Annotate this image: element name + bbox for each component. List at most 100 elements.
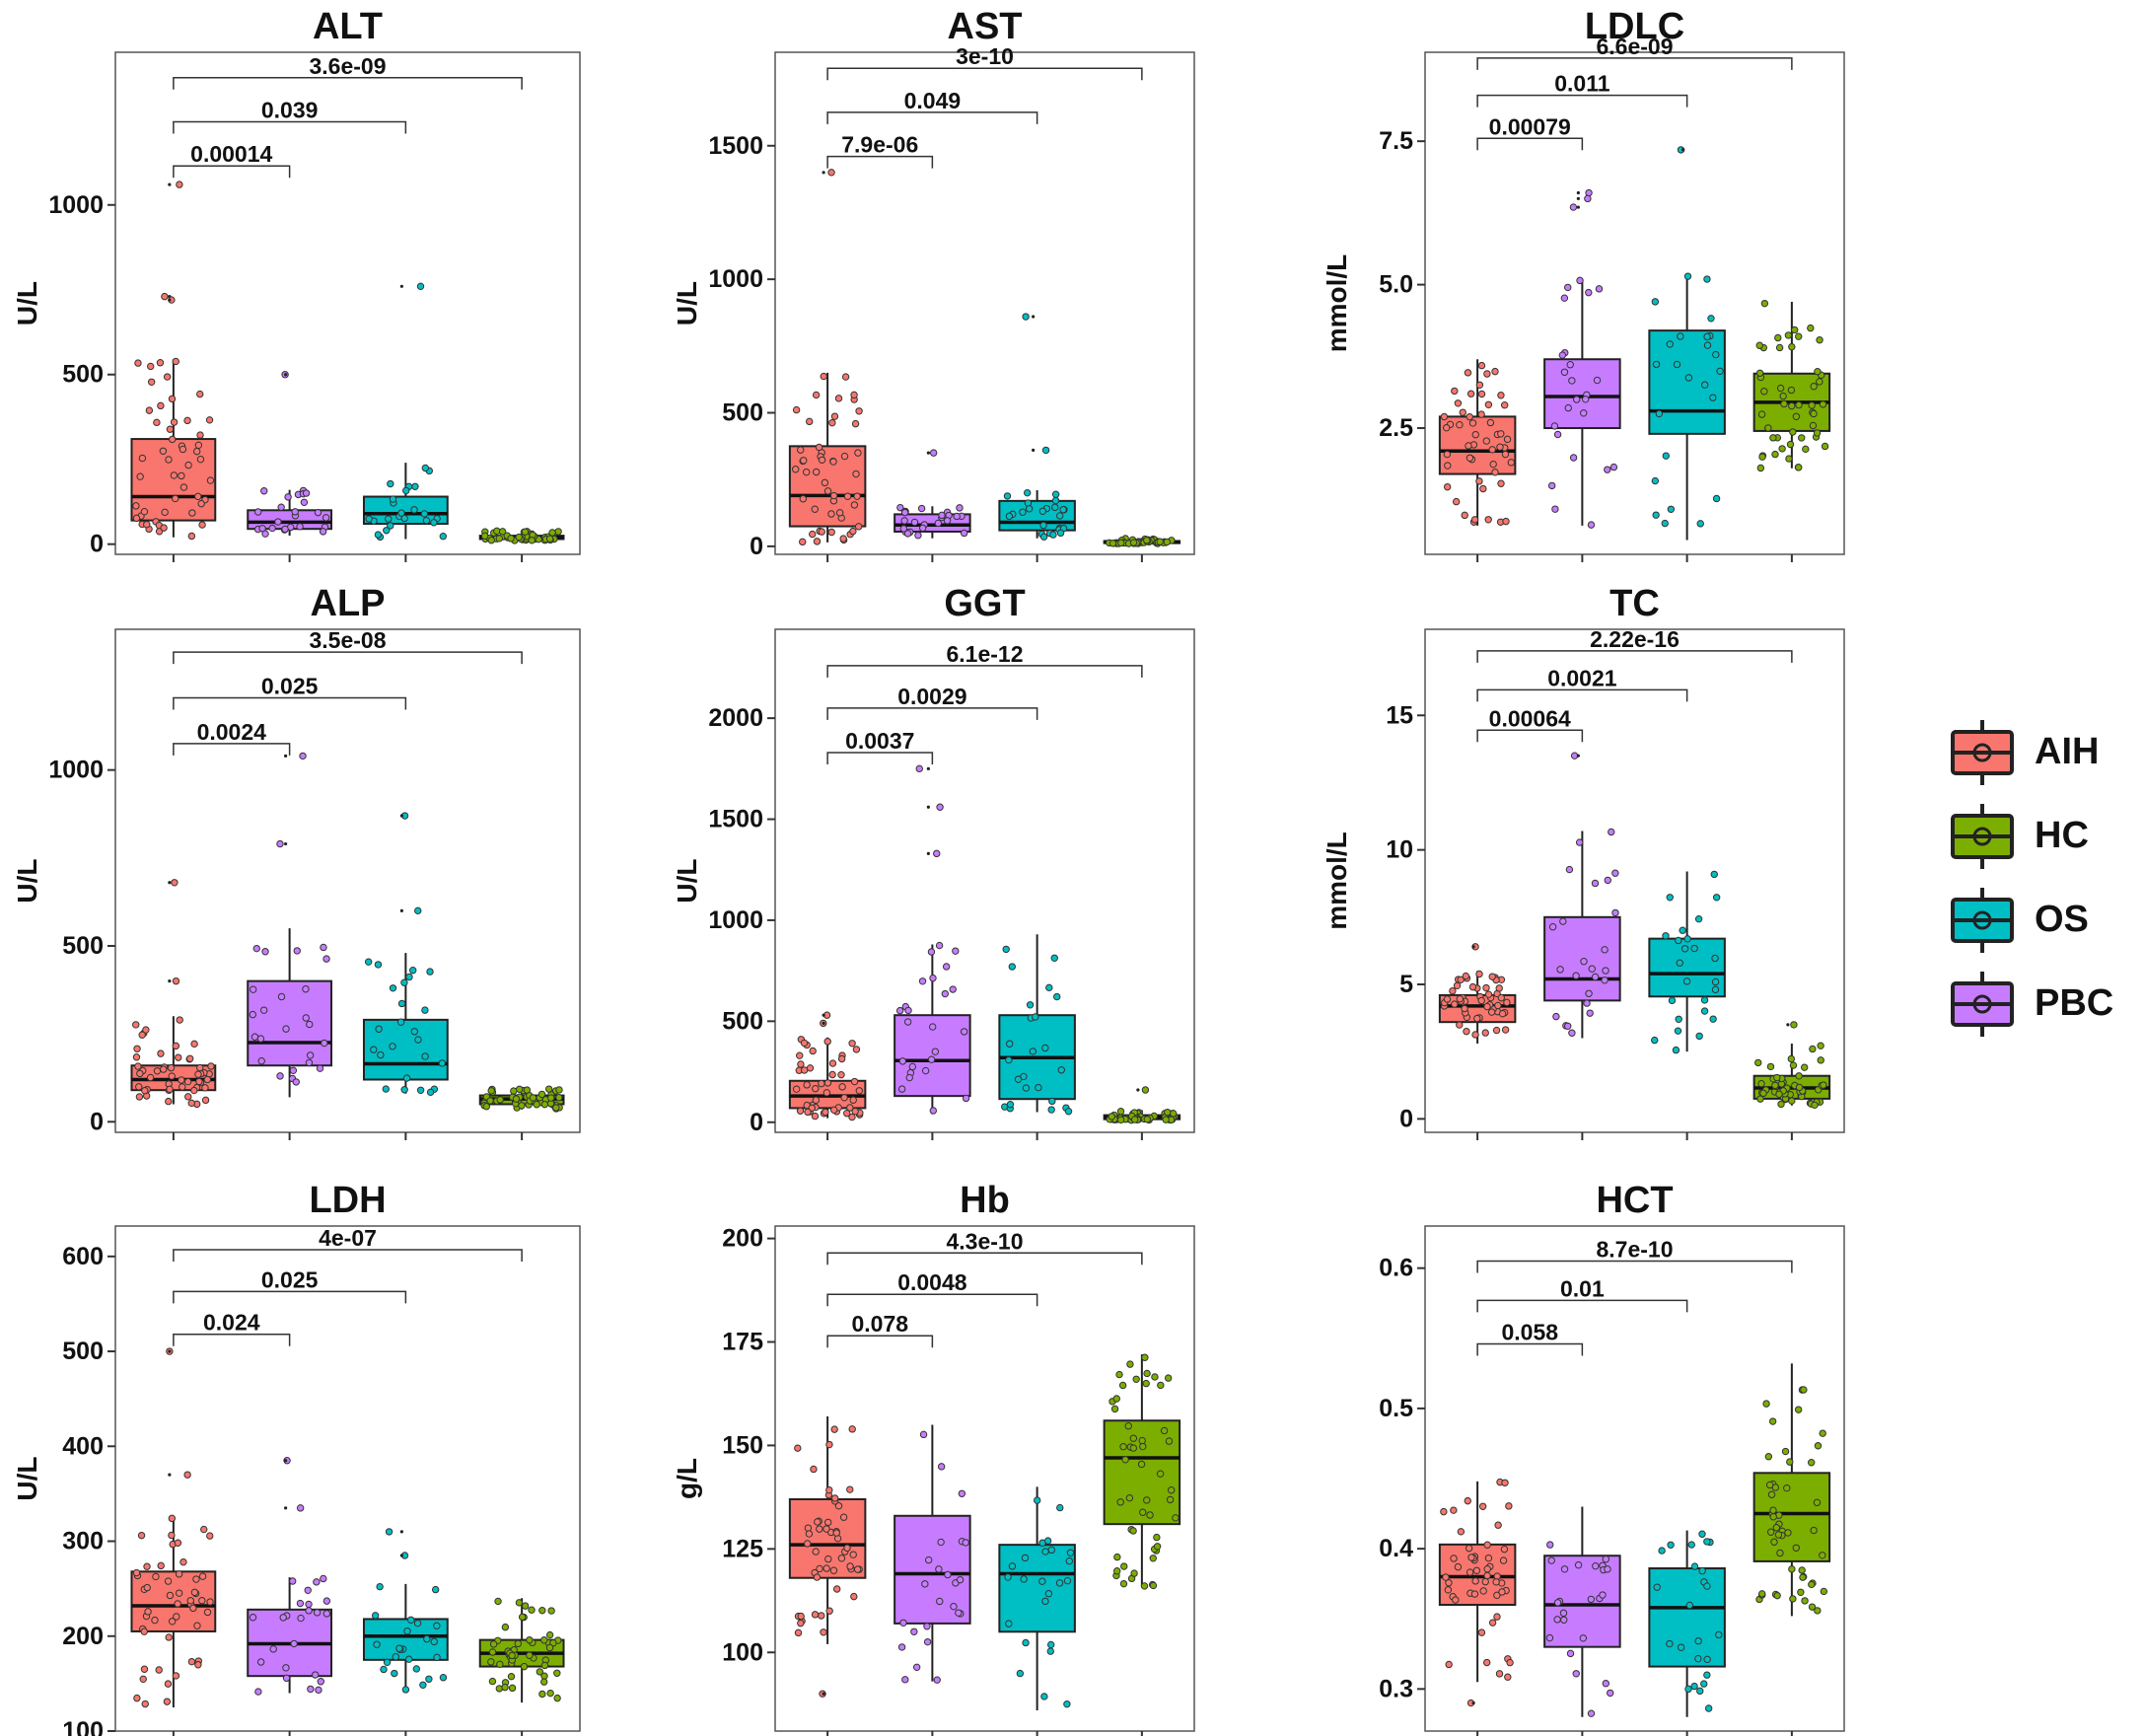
- data-point-hc: [1163, 538, 1171, 546]
- data-point-pbc: [302, 985, 310, 993]
- data-point-aih: [797, 1612, 805, 1621]
- y-tick-label: 7.5: [1379, 127, 1413, 155]
- comparison-bracket: [173, 1249, 523, 1263]
- data-point-os: [389, 984, 397, 992]
- data-point-aih: [174, 1600, 181, 1608]
- data-point-hc: [528, 537, 536, 544]
- data-point-hc: [1758, 453, 1766, 461]
- data-point-hc: [1117, 539, 1125, 547]
- data-point-os: [1675, 1015, 1682, 1024]
- panel-title-tc: TC: [1609, 583, 1660, 624]
- data-point-aih: [1440, 1507, 1448, 1516]
- data-point-hc: [526, 1635, 534, 1644]
- data-point-os: [421, 1052, 429, 1060]
- comparison-p-value: 0.00064: [1489, 705, 1571, 731]
- data-point-aih: [1462, 972, 1470, 980]
- data-point-os: [410, 506, 418, 514]
- data-point-aih: [1475, 970, 1483, 978]
- data-point-hc: [1757, 1080, 1765, 1088]
- data-point-pbc: [903, 1018, 912, 1026]
- data-point-hc: [1113, 1567, 1121, 1575]
- data-point-hc: [489, 1640, 498, 1648]
- data-point-pbc: [260, 487, 268, 495]
- y-tick-label: 500: [722, 1007, 763, 1035]
- data-point-hc: [1789, 428, 1797, 436]
- data-point-hc: [501, 1683, 509, 1692]
- data-point-pbc: [960, 529, 968, 538]
- data-point-aih: [813, 468, 821, 476]
- data-point-pbc: [1601, 976, 1609, 984]
- outlier-mark-os: [399, 284, 403, 288]
- data-point-aih: [197, 499, 205, 508]
- data-point-os: [1655, 409, 1664, 418]
- data-point-aih: [165, 1633, 173, 1641]
- comparison-p-value: 0.058: [1501, 1319, 1558, 1344]
- data-point-aih: [843, 1110, 851, 1118]
- data-point-os: [419, 1681, 427, 1689]
- data-point-hc: [1786, 1458, 1794, 1466]
- comparison-bracket: [826, 752, 934, 764]
- data-point-aih: [797, 1060, 805, 1068]
- data-point-hc: [1767, 1490, 1776, 1498]
- data-point-pbc: [1592, 1562, 1600, 1570]
- data-point-os: [1049, 531, 1057, 539]
- comparison-p-value: 8.7e-10: [1596, 1237, 1673, 1263]
- data-point-aih: [1503, 998, 1511, 1007]
- data-point-os: [1041, 1597, 1049, 1606]
- data-point-hc: [1121, 1456, 1129, 1464]
- data-point-hc: [1115, 1370, 1123, 1379]
- data-point-aih: [138, 454, 147, 463]
- data-point-aih: [186, 1597, 194, 1605]
- y-tick-label: 0: [1399, 1105, 1413, 1132]
- data-point-hc: [1129, 1527, 1137, 1535]
- outlier-point-os: [1041, 446, 1050, 455]
- data-point-hc: [1820, 1081, 1827, 1089]
- data-point-os: [383, 527, 391, 535]
- data-point-pbc: [897, 1643, 906, 1651]
- data-point-aih: [166, 1085, 174, 1094]
- data-point-os: [404, 1655, 413, 1663]
- y-tick-label: 100: [62, 1717, 104, 1736]
- outlier-point-pbc: [1569, 203, 1578, 211]
- data-point-pbc: [1601, 946, 1609, 954]
- data-point-os: [1700, 996, 1709, 1004]
- data-point-pbc: [917, 504, 926, 513]
- data-point-pbc: [282, 1674, 291, 1682]
- data-point-pbc: [256, 1035, 265, 1043]
- data-point-os: [1677, 332, 1684, 340]
- data-point-aih: [187, 1099, 195, 1108]
- data-point-aih: [143, 1562, 151, 1570]
- data-point-hc: [1814, 1442, 1823, 1450]
- data-point-os: [397, 509, 405, 517]
- data-point-os: [1694, 1654, 1702, 1663]
- data-point-hc: [1811, 1101, 1819, 1110]
- data-point-os: [1666, 340, 1674, 348]
- data-point-aih: [140, 1665, 149, 1673]
- data-point-os: [1016, 1669, 1025, 1678]
- data-point-pbc: [313, 1578, 321, 1586]
- data-point-hc: [552, 1104, 560, 1112]
- data-point-aih: [1449, 986, 1457, 995]
- panel-title-ggt: GGT: [944, 583, 1025, 624]
- data-point-hc: [1788, 401, 1796, 410]
- data-point-aih: [792, 405, 801, 414]
- data-point-aih: [166, 1591, 175, 1600]
- data-point-aih: [796, 1107, 805, 1115]
- data-point-pbc: [962, 1094, 970, 1103]
- data-point-os: [410, 1028, 418, 1036]
- outlier-mark-pbc: [1576, 754, 1580, 758]
- data-point-pbc: [1593, 376, 1602, 385]
- data-point-hc: [508, 1684, 517, 1693]
- data-point-pbc: [320, 1574, 327, 1583]
- data-point-hc: [1120, 1562, 1128, 1570]
- data-point-os: [387, 522, 394, 530]
- data-point-aih: [1477, 996, 1485, 1005]
- y-tick-label: 1500: [708, 132, 763, 160]
- data-point-os: [1666, 1639, 1674, 1648]
- data-point-aih: [811, 1611, 820, 1619]
- data-point-hc: [540, 1678, 548, 1686]
- data-point-aih: [846, 1562, 854, 1570]
- data-point-pbc: [900, 508, 909, 517]
- data-point-aih: [171, 494, 179, 503]
- data-point-aih: [1468, 419, 1477, 427]
